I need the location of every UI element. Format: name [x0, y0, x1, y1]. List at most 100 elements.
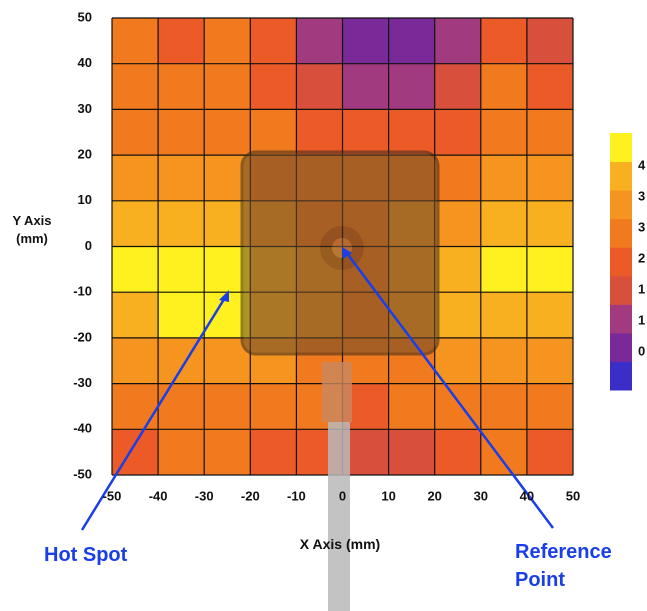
- heat-cell: [112, 63, 159, 110]
- y-tick-label: -10: [73, 284, 92, 299]
- heat-cell: [296, 63, 343, 110]
- heat-cell: [526, 292, 574, 339]
- heat-cell: [112, 200, 159, 247]
- heat-cell: [296, 109, 343, 156]
- colorbar-label: 2: [638, 250, 645, 265]
- heat-cell: [434, 246, 482, 293]
- heat-cell: [388, 383, 436, 430]
- heat-cell: [342, 429, 390, 476]
- arrow-head: [219, 290, 229, 302]
- connector: [322, 362, 352, 422]
- y-tick-label: 0: [85, 238, 92, 253]
- heat-cell: [434, 200, 482, 247]
- colorbar-swatch: [610, 361, 632, 391]
- x-tick-label: 50: [566, 488, 580, 503]
- colorbar-swatch: [610, 190, 632, 220]
- heat-cell: [526, 109, 574, 156]
- heat-cell: [342, 63, 390, 110]
- y-tick-label: 30: [78, 101, 92, 116]
- x-tick-label: -50: [103, 488, 122, 503]
- y-tick-label: -50: [73, 466, 92, 481]
- y-tick-label: -20: [73, 329, 92, 344]
- heat-cell: [250, 429, 297, 476]
- heat-cell: [204, 383, 251, 430]
- heat-cell: [112, 292, 159, 339]
- colorbar-label: 1: [638, 312, 645, 327]
- heat-cell: [388, 109, 436, 156]
- x-tick-label: 10: [381, 488, 395, 503]
- heat-cell: [480, 337, 528, 385]
- heat-cell: [112, 246, 159, 293]
- colorbar-swatch: [610, 133, 632, 163]
- colorbar-label: 0: [638, 343, 645, 358]
- x-tick-label: 20: [427, 488, 441, 503]
- heat-cell: [388, 429, 436, 476]
- colorbar-swatch: [610, 304, 632, 334]
- heat-cell: [158, 18, 205, 65]
- heat-cell: [158, 155, 205, 202]
- heat-cell: [158, 200, 205, 247]
- heat-cell: [158, 429, 205, 476]
- y-axis-label: Y Axis (mm): [12, 213, 52, 246]
- heat-cell: [480, 155, 528, 202]
- heat-cell: [480, 292, 528, 339]
- heat-cell: [480, 109, 528, 156]
- heat-cell: [434, 292, 482, 339]
- heat-cell: [434, 109, 482, 156]
- colorbar: 4 3 3 2 1 1 0: [610, 133, 646, 391]
- heat-cell: [250, 109, 297, 156]
- heat-cell: [480, 18, 528, 65]
- y-tick-label: 10: [78, 192, 92, 207]
- heat-cell: [112, 337, 159, 385]
- x-axis-label: X Axis (mm): [299, 536, 381, 552]
- heat-cell: [250, 63, 297, 110]
- heat-cell: [526, 155, 574, 202]
- y-tick-label: -40: [73, 421, 92, 436]
- y-tick-label: 40: [78, 55, 92, 70]
- heat-cell: [204, 63, 251, 110]
- colorbar-swatch: [610, 247, 632, 277]
- colorbar-label: 3: [638, 188, 645, 203]
- heat-cell: [480, 429, 528, 476]
- heat-cell: [526, 200, 574, 247]
- heat-cell: [112, 383, 159, 430]
- heat-cell: [388, 18, 436, 65]
- heat-cell: [158, 246, 205, 293]
- colorbar-label: 4: [638, 157, 646, 172]
- y-tick-label: -30: [73, 375, 92, 390]
- arrow: [345, 251, 554, 529]
- x-tick-label: -40: [149, 488, 168, 503]
- arrow-head: [342, 247, 352, 259]
- heat-cell: [112, 109, 159, 156]
- annotation: Reference Point: [515, 541, 612, 591]
- heat-cell: [526, 429, 574, 476]
- heat-cell: [204, 429, 251, 476]
- heat-cell: [342, 109, 390, 156]
- heat-cell: [480, 246, 528, 293]
- x-tick-label: 0: [339, 488, 346, 503]
- colorbar-swatch: [610, 332, 632, 362]
- colorbar-swatch: [610, 161, 632, 191]
- heat-cell: [204, 18, 251, 65]
- colorbar-label: 1: [638, 281, 645, 296]
- heat-cell: [112, 18, 159, 65]
- heat-cell: [434, 18, 482, 65]
- heat-cell: [434, 63, 482, 110]
- heat-cell: [526, 18, 574, 65]
- heat-cell: [204, 109, 251, 156]
- heat-cell: [158, 63, 205, 110]
- heat-cell: [296, 18, 343, 65]
- heat-cell: [158, 383, 205, 430]
- x-tick-label: 40: [520, 488, 534, 503]
- colorbar-swatch: [610, 275, 632, 305]
- cable: [328, 422, 350, 611]
- heat-cell: [158, 109, 205, 156]
- x-tick-label: -10: [287, 488, 306, 503]
- colorbar-label: 3: [638, 219, 645, 234]
- heat-cell: [480, 200, 528, 247]
- y-tick-label: 20: [78, 147, 92, 162]
- heat-cell: [250, 18, 297, 65]
- heat-cell: [158, 292, 205, 339]
- heat-cell: [480, 383, 528, 430]
